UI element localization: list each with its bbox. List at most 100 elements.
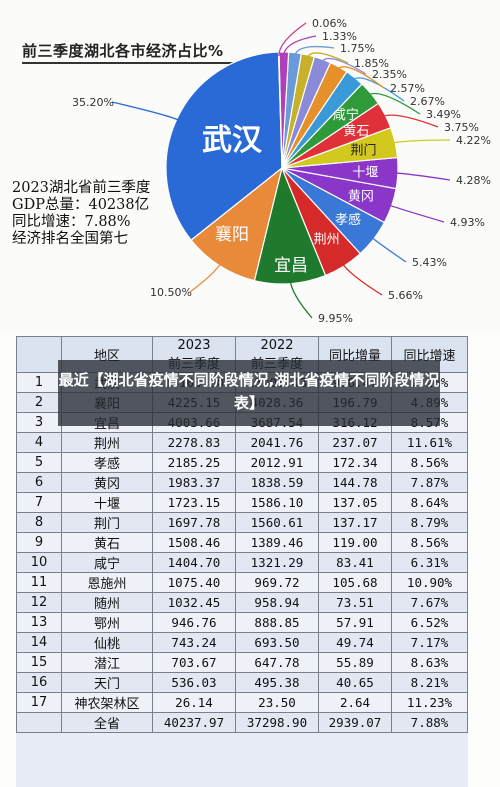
row-rank: 3 — [16, 412, 62, 433]
table-row: 7 十堰 1723.15 1586.10 137.05 8.64% — [16, 492, 468, 513]
slice-percent-label: 4.22% — [456, 134, 491, 147]
slice-percent-label: 3.75% — [444, 121, 479, 134]
leader-line — [283, 35, 317, 57]
row-increase: 40.65 — [318, 672, 392, 693]
row-growth-rate: 8.56% — [391, 452, 468, 473]
slice-name-label: 黄冈 — [348, 189, 374, 204]
pie-chart-panel: 前三季度湖北各市经济占比% 2023湖北省前三季度 GDP总量：40238亿 同… — [0, 0, 500, 330]
slice-name-label: 咸宁 — [333, 107, 359, 123]
leader-line — [278, 22, 307, 57]
row-value-2022: 1389.46 — [235, 532, 319, 553]
leader-line — [393, 172, 451, 181]
leader-line — [381, 114, 439, 128]
row-increase: 237.07 — [318, 432, 392, 453]
leader-line — [189, 261, 223, 293]
row-rank: 11 — [16, 572, 62, 593]
row-increase: 2939.07 — [318, 712, 392, 733]
row-growth-rate: 6.52% — [391, 612, 468, 633]
leader-line — [367, 92, 421, 115]
leader-line — [320, 57, 367, 75]
row-increase: 137.05 — [318, 492, 392, 513]
row-region: 恩施州 — [61, 572, 153, 593]
row-rank: 15 — [16, 652, 62, 673]
overlay-caption: 最近【湖北省疫情不同阶段情况,湖北省疫情不同阶段情况表】 — [58, 360, 440, 426]
row-increase: 73.51 — [318, 592, 392, 613]
slice-percent-label: 0.06% — [312, 17, 347, 30]
leader-line — [336, 66, 385, 89]
table-row: 14 仙桃 743.24 693.50 49.74 7.17% — [16, 632, 468, 653]
row-value-2023: 946.76 — [152, 612, 236, 633]
row-growth-rate: 10.90% — [391, 572, 468, 593]
slice-percent-label: 3.49% — [426, 108, 461, 121]
row-growth-rate: 7.88% — [391, 712, 468, 733]
table-row: 15 潜江 703.67 647.78 55.89 8.63% — [16, 652, 468, 673]
row-region: 十堰 — [61, 492, 153, 513]
row-value-2022: 969.72 — [235, 572, 319, 593]
table-row: 10 咸宁 1404.70 1321.29 83.41 6.31% — [16, 552, 468, 573]
row-value-2023: 1983.37 — [152, 472, 236, 493]
row-rank: 2 — [16, 392, 62, 413]
pie-chart: 武汉 35.20% 襄阳 10.50% 宜昌 9.95% 荆州 5.66% 孝感 5.43% 黄冈 4… — [72, 17, 491, 325]
row-growth-rate: 8.63% — [391, 652, 468, 673]
leader-line — [370, 236, 407, 263]
leader-line — [351, 77, 405, 102]
row-value-2023: 2278.83 — [152, 432, 236, 453]
row-region: 天门 — [61, 672, 153, 693]
summary-line: GDP总量：40238亿 — [12, 197, 150, 213]
row-value-2023: 1508.46 — [152, 532, 236, 553]
slice-percent-label: 4.28% — [456, 174, 491, 187]
leader-line — [306, 52, 349, 64]
row-region: 荆州 — [61, 432, 153, 453]
slice-percent-label: 2.67% — [410, 95, 445, 108]
table-row: 11 恩施州 1075.40 969.72 105.68 10.90% — [16, 572, 468, 593]
row-increase: 144.78 — [318, 472, 392, 493]
leader-line — [111, 101, 181, 122]
slice-name-label: 武汉 — [202, 123, 263, 158]
row-growth-rate: 11.61% — [391, 432, 468, 453]
slice-name-label: 襄阳 — [215, 224, 249, 245]
row-growth-rate: 11.23% — [391, 692, 468, 713]
row-rank — [16, 712, 62, 733]
row-region: 荆门 — [61, 512, 153, 533]
row-growth-rate: 6.31% — [391, 552, 468, 573]
row-growth-rate: 8.56% — [391, 532, 468, 553]
table-row: 6 黄冈 1983.37 1838.59 144.78 7.87% — [16, 472, 468, 493]
row-rank: 4 — [16, 432, 62, 453]
row-region: 神农架林区 — [61, 692, 153, 713]
row-increase: 172.34 — [318, 452, 392, 473]
row-increase: 119.00 — [318, 532, 392, 553]
slice-percent-label: 4.93% — [450, 216, 485, 229]
row-value-2022: 2012.91 — [235, 452, 319, 473]
row-value-2023: 1697.78 — [152, 512, 236, 533]
col-2022-year: 2022 — [260, 337, 294, 353]
row-value-2023: 1075.40 — [152, 572, 236, 593]
row-value-2022: 647.78 — [235, 652, 319, 673]
row-value-2022: 495.38 — [235, 672, 319, 693]
row-growth-rate: 7.67% — [391, 592, 468, 613]
row-increase: 83.41 — [318, 552, 392, 573]
row-growth-rate: 7.17% — [391, 632, 468, 653]
row-growth-rate: 7.87% — [391, 472, 468, 493]
table-row: 8 荆门 1697.78 1560.61 137.17 8.79% — [16, 512, 468, 533]
row-rank: 12 — [16, 592, 62, 613]
row-growth-rate: 8.21% — [391, 672, 468, 693]
slice-name-label: 十堰 — [352, 166, 378, 181]
row-rank: 6 — [16, 472, 62, 493]
row-growth-rate: 8.79% — [391, 512, 468, 533]
summary-line: 同比增速：7.88% — [12, 214, 131, 230]
row-value-2023: 703.67 — [152, 652, 236, 673]
slice-percent-label: 35.20% — [72, 96, 114, 109]
row-region: 潜江 — [61, 652, 153, 673]
leader-line — [293, 45, 335, 57]
row-increase: 55.89 — [318, 652, 392, 673]
leader-line — [387, 204, 445, 223]
row-rank: 10 — [16, 552, 62, 573]
summary-line: 2023湖北省前三季度 — [12, 180, 151, 196]
row-rank: 17 — [16, 692, 62, 713]
leader-line — [341, 262, 383, 296]
leader-line — [391, 139, 451, 144]
row-value-2022: 1838.59 — [235, 472, 319, 493]
slice-percent-label: 2.35% — [372, 68, 407, 81]
row-value-2022: 958.94 — [235, 592, 319, 613]
row-region: 鄂州 — [61, 612, 153, 633]
